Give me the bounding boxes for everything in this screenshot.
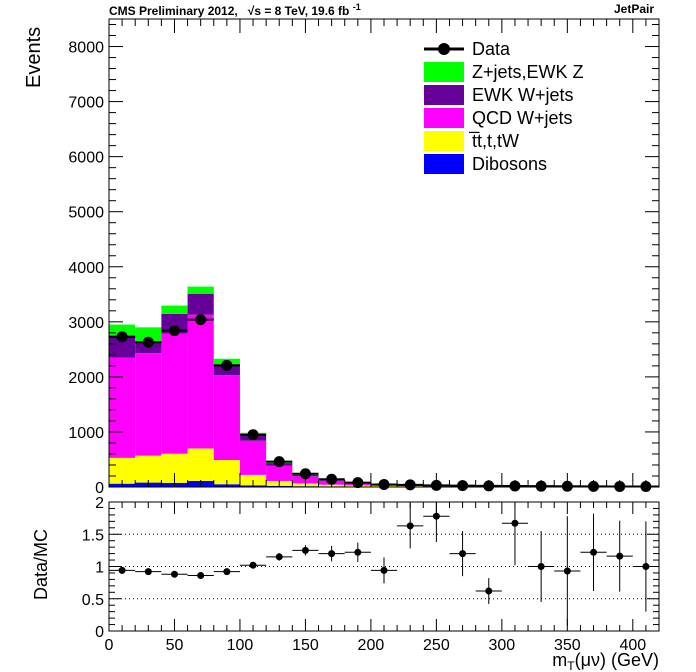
legend-swatch-ttbar (424, 131, 464, 151)
y-tick-label: 7000 (68, 95, 104, 112)
header-right: JetPair (613, 2, 654, 16)
data-point (195, 314, 207, 326)
bar-zjets (187, 286, 214, 294)
y-tick-label: 2000 (68, 370, 104, 387)
ratio-x-tick-label: 100 (227, 637, 254, 654)
header-cms-text: CMS Preliminary 2012, √s = 8 TeV, 19.6 f… (109, 2, 361, 18)
ratio-y-axis-label: Data/MC (31, 529, 51, 600)
ratio-point (459, 550, 467, 558)
legend-data-marker (438, 43, 450, 55)
ratio-point (275, 553, 283, 561)
y-tick-label: 5000 (68, 205, 104, 222)
legend-swatch-diboson (424, 154, 464, 174)
main-panel: 0 1000 2000 3000 4000 5000 6000 7000 8000 Events (23, 18, 660, 497)
ratio-points (109, 502, 659, 626)
ratio-point (485, 587, 493, 595)
ratio-point (590, 548, 598, 556)
legend-label-ttbar: t̅t,t,tW (468, 131, 519, 151)
ratio-point (380, 566, 388, 574)
ratio-point (563, 567, 571, 575)
bar-qcdw (213, 375, 240, 461)
data-point (273, 456, 285, 468)
data-point (221, 359, 233, 371)
bar-zjets (109, 324, 136, 336)
ratio-point (511, 519, 519, 527)
series-qcdw (109, 314, 659, 487)
legend-label-qcdw: QCD W+jets (472, 108, 573, 128)
bar-qcdw (135, 353, 162, 456)
header-left: CMS Preliminary 2012, √s = 8 TeV, 19.6 f… (109, 2, 361, 18)
ratio-y-tick-label: 0.5 (82, 592, 104, 609)
bar-qcdw (187, 314, 214, 449)
y-tick-label: 0 (95, 480, 104, 497)
ratio-x-tick-label: 50 (166, 637, 184, 654)
ratio-point (170, 570, 178, 578)
ratio-point (354, 548, 362, 556)
ratio-y-tick-label: 1.5 (82, 527, 104, 544)
ratio-point (616, 552, 624, 560)
bar-qcdw (239, 440, 267, 475)
ratio-point (249, 561, 257, 569)
y-tick-label: 8000 (68, 40, 104, 57)
ratio-point (406, 522, 414, 530)
y-tick-label: 1000 (68, 425, 104, 442)
ratio-x-tick-label: 250 (423, 637, 450, 654)
ratio-panel: 0 0.5 1 1.5 2 0 50 100 150 200 250 300 350 400 Data/MC… (31, 495, 660, 672)
bar-ttbar (135, 455, 162, 483)
legend-label-data: Data (472, 39, 511, 59)
bar-qcdw (266, 465, 293, 481)
legend-entry-qcdw: QCD W+jets (424, 108, 573, 128)
data-point (116, 331, 128, 343)
bar-ewkw (187, 293, 214, 315)
ratio-x-tick-label: 0 (105, 637, 114, 654)
y-tick-label: 3000 (68, 315, 104, 332)
ratio-point (432, 512, 440, 520)
bar-qcdw (161, 333, 188, 454)
legend-entry-ttbar: t̅t,t,tW (424, 131, 519, 151)
data-point (326, 473, 338, 485)
legend-entry-zjets: Z+jets,EWK Z (424, 62, 584, 82)
data-point (247, 429, 259, 441)
ratio-point (328, 550, 336, 558)
legend-entry-diboson: Dibosons (424, 154, 547, 174)
data-point (142, 336, 154, 348)
ratio-x-tick-label: 300 (489, 637, 516, 654)
legend-label-ewkw: EWK W+jets (472, 85, 574, 105)
bar-ttbar (187, 448, 214, 481)
y-tick-label: 4000 (68, 260, 104, 277)
bar-qcdw (109, 357, 136, 458)
legend-entry-ewkw: EWK W+jets (424, 85, 574, 105)
ratio-x-tick-label: 400 (619, 637, 646, 654)
ratio-x-tick-label: 150 (292, 637, 319, 654)
ratio-point (642, 563, 650, 570)
ratio-point (118, 566, 126, 574)
ratio-point (537, 563, 545, 570)
ratio-point (144, 568, 152, 576)
ratio-x-tick-label: 350 (554, 637, 581, 654)
ratio-y-tick-label: 1 (95, 560, 104, 577)
legend-label-diboson: Dibosons (472, 154, 547, 174)
legend-swatch-zjets (424, 62, 464, 82)
legend-swatch-qcdw (424, 108, 464, 128)
ratio-x-tick-label: 200 (358, 637, 385, 654)
bar-ewkw (161, 313, 188, 334)
bar-ewkw (109, 335, 136, 358)
legend-label-zjets: Z+jets,EWK Z (472, 62, 584, 82)
y-axis-label: Events (23, 27, 45, 88)
legend-entry-data: Data (424, 39, 511, 59)
x-axis-label: mT(μν) (GeV) (552, 650, 659, 672)
legend: Data Z+jets,EWK Z EWK W+jets QCD W+jets t̅t,… (424, 39, 584, 174)
ratio-point (223, 568, 231, 576)
legend-swatch-ewkw (424, 85, 464, 105)
ratio-y-tick-label: 2 (95, 495, 104, 512)
bar-zjets (135, 327, 162, 342)
bar-zjets (161, 305, 188, 314)
bar-ttbar (109, 457, 136, 484)
ratio-point (301, 546, 309, 554)
y-tick-label: 6000 (68, 150, 104, 167)
ratio-y-tick-label: 0 (95, 624, 104, 641)
data-point (168, 325, 180, 337)
ratio-point (197, 572, 205, 580)
